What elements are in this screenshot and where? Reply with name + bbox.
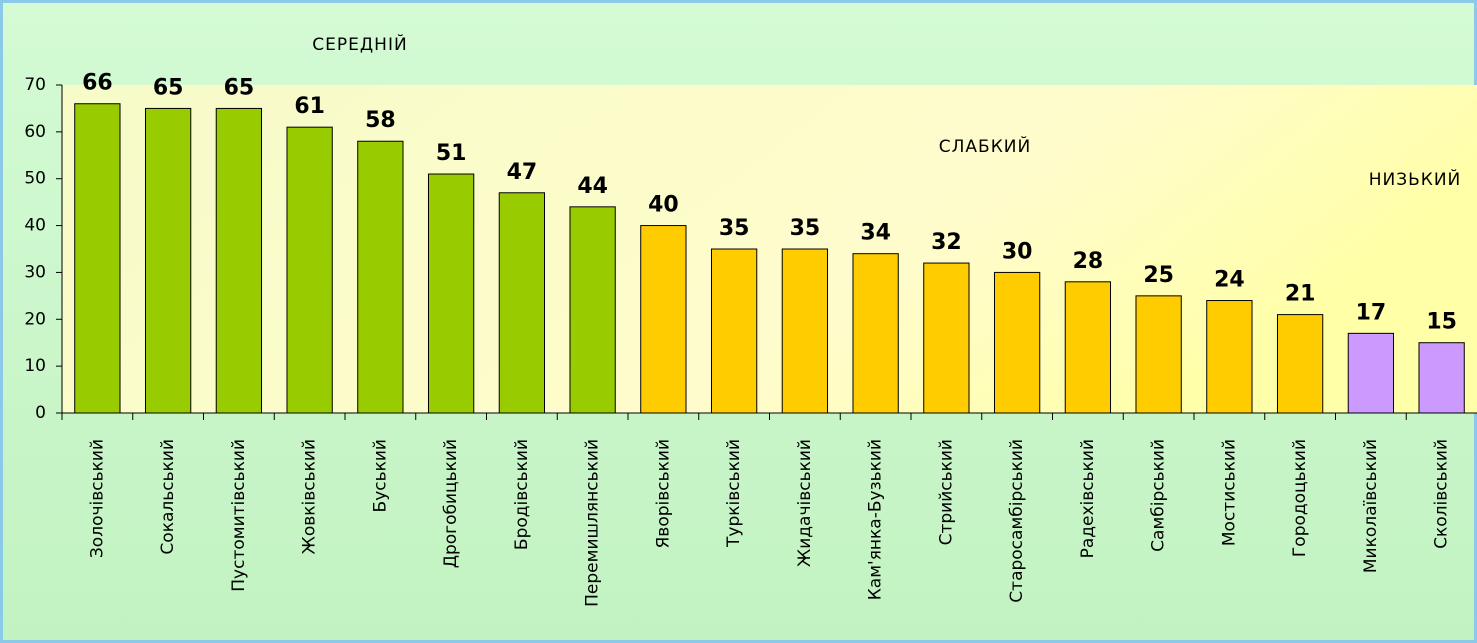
annotation: НИЗЬКИЙ [1369,168,1462,190]
bar [286,126,333,414]
x-tick-label: Сколівський [1432,439,1452,549]
value-label: 34 [860,221,891,246]
x-tick-label: Пустомитівський [229,439,249,592]
y-tick-label: 50 [24,169,46,189]
value-label: 44 [577,174,608,199]
bar [993,271,1041,414]
bar [923,262,970,414]
bar [427,173,475,414]
x-tick-label: Радехівський [1078,439,1098,558]
x-tick-label: Сокальський [158,439,178,555]
x-tick-label: Жидачівський [795,439,815,567]
bar [1206,300,1253,414]
x-tick-label: Дрогобицький [441,439,461,568]
y-tick-label: 60 [24,122,46,142]
y-tick-label: 70 [24,75,46,95]
bar [144,107,192,414]
value-label: 65 [153,75,184,100]
bar [640,225,687,414]
y-tick-label: 40 [24,216,46,236]
value-label: 32 [931,230,962,255]
x-tick-label: Старосамбірський [1007,439,1027,603]
bar [357,140,404,414]
value-label: 47 [507,160,538,185]
bar [1276,314,1324,414]
plot-area [62,85,1477,413]
value-label: 66 [82,71,113,96]
y-tick-label: 10 [24,356,46,376]
bar [1418,342,1465,414]
bar [1064,281,1112,414]
bar [498,192,546,414]
x-tick-label: Стрийський [936,439,956,545]
value-label: 65 [224,75,255,100]
value-label: 58 [365,108,396,133]
x-tick-label: Кам'янка-Бузький [866,439,886,600]
x-tick-label: Бродівський [512,439,532,550]
value-label: 51 [436,141,467,166]
value-label: 15 [1426,310,1457,335]
y-tick-label: 20 [24,309,46,329]
x-tick-label: Жовківський [300,439,320,554]
x-tick-label: Миколаївський [1361,439,1381,573]
x-tick-label: Яворівський [653,439,673,549]
bar [74,103,121,414]
value-label: 25 [1143,263,1174,288]
y-tick-label: 30 [24,262,46,282]
bar [1135,295,1182,414]
x-tick-label: Самбірський [1149,439,1169,552]
x-tick-label: Турківський [724,439,744,548]
value-label: 17 [1356,300,1387,325]
value-label: 30 [1002,239,1033,264]
value-label: 28 [1073,249,1104,274]
bar [569,206,616,414]
bar [852,253,899,414]
bar [1347,332,1395,414]
x-tick-label: Буський [370,439,390,512]
value-label: 24 [1214,268,1245,293]
value-label: 40 [648,193,679,218]
annotation: СЛАБКИЙ [939,135,1031,157]
value-label: 21 [1285,282,1316,307]
value-label: 61 [294,94,325,119]
x-tick-label: Мостиський [1219,439,1239,546]
bar [781,248,829,414]
x-tick-label: Золочівський [87,439,107,558]
value-label: 35 [719,216,750,241]
bar [710,248,758,414]
y-tick-label: 0 [35,403,46,423]
x-tick-label: Городоцький [1290,439,1310,557]
bar [215,107,263,414]
x-tick-label: Перемишлянський [583,439,603,607]
value-label: 35 [790,216,821,241]
annotation: СЕРЕДНІЙ [312,33,407,55]
